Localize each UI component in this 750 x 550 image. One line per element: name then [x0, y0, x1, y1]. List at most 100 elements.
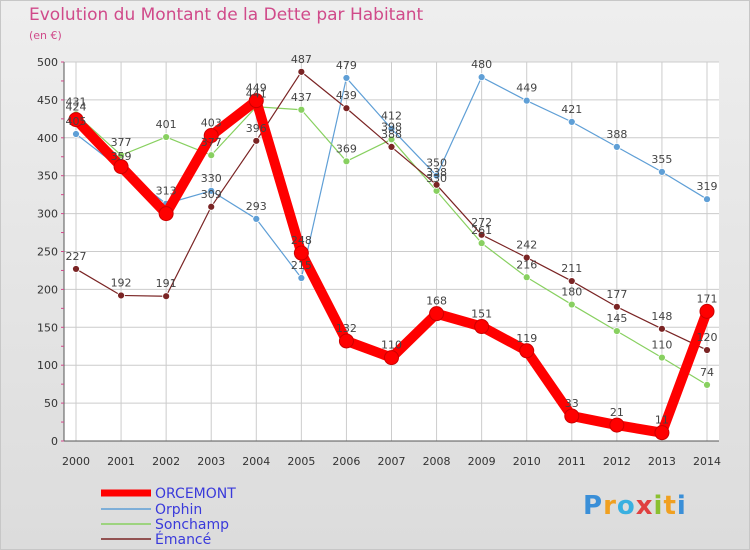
- data-label: 398: [381, 120, 402, 133]
- data-point: [293, 245, 309, 261]
- legend-label: Émancé: [155, 531, 211, 548]
- data-point: [432, 180, 441, 189]
- data-label: 388: [606, 128, 627, 141]
- data-point: [297, 274, 306, 282]
- data-label: 110: [651, 339, 672, 352]
- data-point: [612, 142, 621, 151]
- data-label: 148: [651, 310, 672, 323]
- data-label: 449: [516, 82, 537, 95]
- data-label: 171: [697, 292, 718, 305]
- data-label: 403: [201, 117, 222, 130]
- data-label: 431: [66, 95, 87, 108]
- data-label: 145: [606, 312, 627, 325]
- data-point: [387, 124, 396, 133]
- y-tick-label: 250: [37, 246, 58, 259]
- legend-label: ORCEMONT: [155, 486, 236, 502]
- x-tick-label: 2003: [197, 455, 225, 468]
- data-label: 313: [156, 185, 177, 198]
- data-label: 437: [291, 91, 312, 104]
- data-label: 272: [471, 216, 492, 229]
- data-point: [203, 128, 219, 144]
- y-tick-label: 50: [44, 397, 58, 410]
- data-point: [72, 265, 80, 273]
- chart-title: Evolution du Montant de la Dette par Hab…: [29, 5, 424, 25]
- data-point: [612, 302, 621, 311]
- data-point: [703, 346, 711, 354]
- x-tick-label: 2000: [62, 455, 90, 468]
- y-tick-label: 200: [37, 283, 58, 296]
- data-label: 21: [610, 406, 624, 419]
- data-point: [117, 151, 125, 160]
- data-label: 110: [381, 339, 402, 352]
- data-point: [658, 168, 666, 176]
- data-point: [297, 105, 306, 114]
- data-label: 480: [471, 58, 492, 71]
- data-point: [248, 93, 264, 109]
- data-label: 377: [201, 136, 222, 149]
- data-point: [342, 157, 351, 166]
- data-label: 192: [111, 276, 132, 289]
- data-label: 191: [156, 277, 177, 290]
- data-label: 151: [471, 308, 492, 321]
- data-label: 309: [201, 188, 222, 201]
- data-label: 396: [246, 122, 267, 135]
- data-label: 132: [336, 322, 357, 335]
- data-label: 388: [381, 128, 402, 141]
- data-point: [162, 292, 171, 301]
- x-tick-label: 2010: [513, 455, 541, 468]
- data-point: [522, 253, 531, 262]
- x-tick-label: 2006: [332, 455, 360, 468]
- x-tick-label: 2013: [648, 455, 676, 468]
- data-label: 242: [516, 239, 537, 252]
- data-point: [522, 96, 531, 105]
- data-point: [117, 291, 125, 300]
- data-point: [609, 417, 625, 433]
- data-point: [654, 425, 670, 441]
- data-point: [207, 202, 216, 211]
- data-point: [567, 300, 576, 309]
- data-label: 215: [291, 259, 312, 272]
- data-point: [432, 171, 441, 180]
- data-label: 405: [66, 115, 87, 128]
- data-point: [342, 104, 351, 113]
- data-label: 449: [246, 82, 267, 95]
- data-point: [387, 142, 396, 151]
- data-label: 11: [655, 414, 669, 427]
- x-tick-label: 2011: [558, 455, 586, 468]
- data-label: 74: [700, 366, 714, 379]
- y-tick-label: 450: [37, 94, 58, 107]
- data-point: [699, 303, 715, 319]
- data-label: 377: [111, 136, 132, 149]
- data-label: 421: [561, 103, 582, 116]
- x-tick-label: 2007: [378, 455, 406, 468]
- data-label: 359: [111, 150, 132, 163]
- x-tick-label: 2009: [468, 455, 496, 468]
- y-tick-label: 400: [37, 132, 58, 145]
- data-label: 120: [697, 331, 718, 344]
- y-tick-label: 0: [51, 435, 58, 448]
- data-label: 330: [426, 172, 447, 185]
- data-label: 119: [516, 332, 537, 345]
- data-label: 177: [606, 288, 627, 301]
- proxiti-logo: Proxiti: [583, 491, 687, 521]
- x-tick-label: 2004: [242, 455, 270, 468]
- x-tick-label: 2012: [603, 455, 631, 468]
- data-point: [703, 381, 711, 389]
- data-point: [207, 186, 216, 195]
- data-point: [207, 151, 216, 160]
- data-label: 293: [246, 200, 267, 213]
- data-label: 248: [291, 234, 312, 247]
- data-label: 441: [246, 88, 267, 101]
- data-label: 180: [561, 286, 582, 299]
- data-point: [72, 130, 80, 138]
- data-point: [252, 136, 261, 145]
- data-point: [564, 408, 580, 424]
- data-point: [477, 73, 486, 82]
- data-label: 216: [516, 258, 537, 271]
- data-point: [158, 206, 174, 222]
- data-label: 355: [651, 153, 672, 166]
- data-point: [522, 273, 531, 282]
- data-label: 33: [565, 397, 579, 410]
